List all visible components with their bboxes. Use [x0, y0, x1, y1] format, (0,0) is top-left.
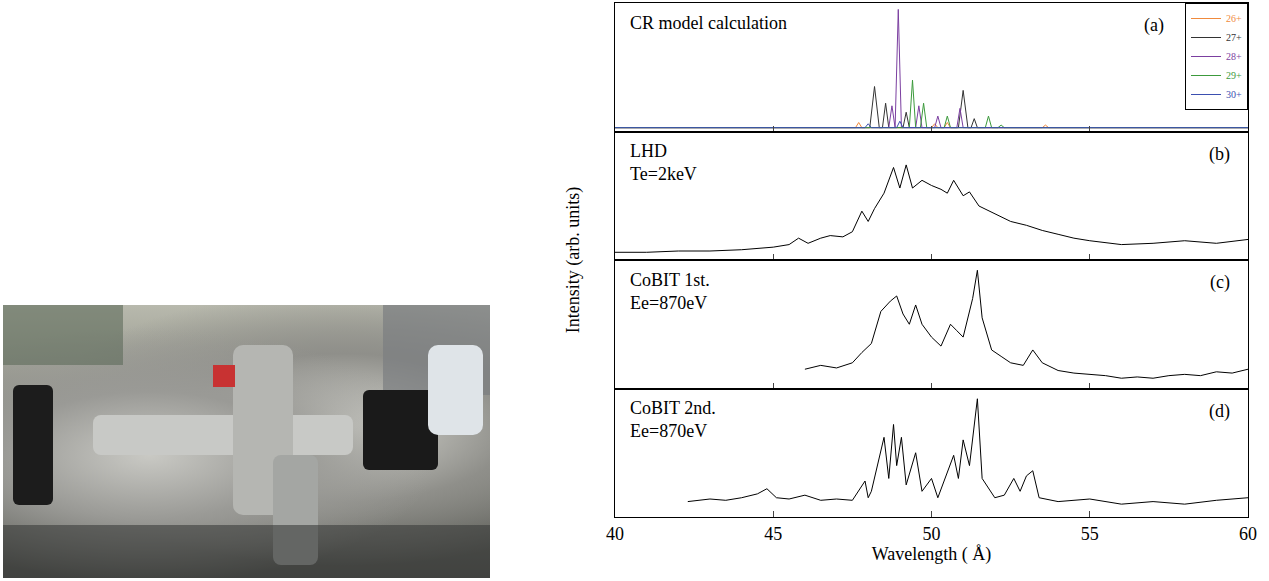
svg-text:26+: 26+ — [1226, 13, 1242, 24]
svg-text:28+: 28+ — [1226, 51, 1242, 62]
svg-text:LHDTe=2keV: LHDTe=2keV — [630, 141, 697, 184]
svg-text:40: 40 — [606, 524, 624, 544]
svg-text:Wavelength ( Å): Wavelength ( Å) — [872, 544, 992, 565]
svg-text:27+: 27+ — [1226, 32, 1242, 43]
svg-text:50: 50 — [923, 524, 941, 544]
svg-text:60: 60 — [1239, 524, 1257, 544]
svg-text:(a): (a) — [1144, 15, 1164, 36]
svg-text:(c): (c) — [1210, 272, 1230, 293]
svg-text:CoBIT 2nd.Ee=870eV: CoBIT 2nd.Ee=870eV — [630, 398, 716, 441]
svg-text:CR model calculation: CR model calculation — [630, 13, 787, 33]
svg-text:29+: 29+ — [1226, 70, 1242, 81]
svg-text:CoBIT 1st.Ee=870eV: CoBIT 1st.Ee=870eV — [630, 270, 710, 313]
svg-text:55: 55 — [1081, 524, 1099, 544]
svg-text:45: 45 — [764, 524, 782, 544]
svg-text:Intensity (arb. units): Intensity (arb. units) — [563, 187, 584, 333]
svg-text:30+: 30+ — [1226, 89, 1242, 100]
svg-text:(d): (d) — [1209, 401, 1230, 422]
svg-text:(b): (b) — [1209, 144, 1230, 165]
